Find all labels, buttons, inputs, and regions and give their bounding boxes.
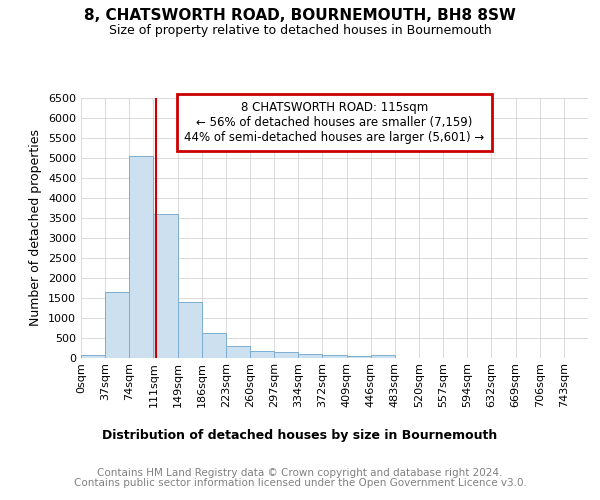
Bar: [298, 354, 322, 358]
Bar: [178, 302, 202, 358]
Y-axis label: Number of detached properties: Number of detached properties: [29, 129, 43, 326]
Text: Contains public sector information licensed under the Open Government Licence v3: Contains public sector information licen…: [74, 478, 526, 488]
Text: Contains HM Land Registry data © Crown copyright and database right 2024.: Contains HM Land Registry data © Crown c…: [97, 468, 503, 477]
Bar: [202, 333, 226, 357]
Text: 8 CHATSWORTH ROAD: 115sqm
← 56% of detached houses are smaller (7,159)
44% of se: 8 CHATSWORTH ROAD: 115sqm ← 56% of detac…: [184, 102, 485, 144]
Bar: [105, 292, 129, 358]
Bar: [371, 354, 395, 358]
Bar: [322, 356, 347, 358]
Text: 8, CHATSWORTH ROAD, BOURNEMOUTH, BH8 8SW: 8, CHATSWORTH ROAD, BOURNEMOUTH, BH8 8SW: [84, 8, 516, 22]
Bar: [81, 354, 105, 358]
Bar: [250, 352, 274, 358]
Text: Distribution of detached houses by size in Bournemouth: Distribution of detached houses by size …: [103, 428, 497, 442]
Bar: [226, 346, 250, 358]
Bar: [274, 352, 298, 358]
Text: Size of property relative to detached houses in Bournemouth: Size of property relative to detached ho…: [109, 24, 491, 37]
Bar: [154, 214, 178, 358]
Bar: [129, 156, 154, 358]
Bar: [347, 356, 371, 358]
